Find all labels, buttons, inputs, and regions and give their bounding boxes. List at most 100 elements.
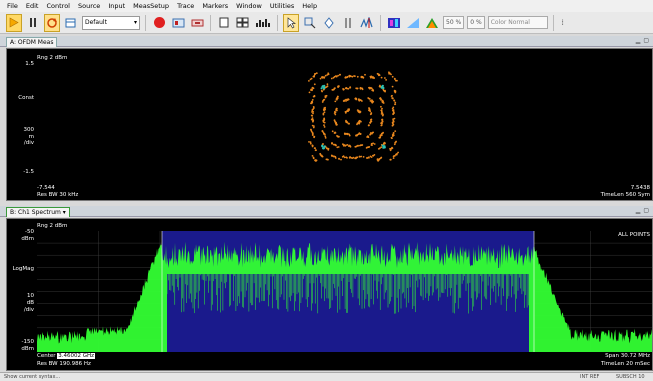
play-button[interactable]	[6, 14, 22, 32]
constellation-point	[377, 159, 379, 161]
constellation-point	[393, 99, 395, 101]
constellation-point	[351, 76, 353, 78]
pointer-tool-button[interactable]	[283, 14, 299, 32]
constellation-point	[356, 124, 358, 126]
menu-control[interactable]: Control	[42, 0, 74, 12]
window-b-y-bottom-unit: dBm	[7, 346, 34, 352]
layout-combo[interactable]: Default ▾	[82, 16, 140, 30]
playback-button[interactable]	[189, 14, 205, 32]
window-b-scale-unit: dB	[7, 300, 34, 306]
constellation-point	[323, 76, 325, 78]
restart-button[interactable]	[44, 14, 60, 32]
center-frequency[interactable]: Center 3.46002 GHz	[37, 353, 95, 359]
window-b-scale-value: 10	[7, 293, 34, 299]
intensity-field[interactable]: 50 %	[443, 16, 464, 29]
peak-search-button[interactable]	[359, 14, 375, 32]
constellation-point	[321, 155, 323, 157]
window-a-controls: ▁ ▢	[636, 37, 649, 44]
spectrum-plot[interactable]: Rng 2 dBm -50 dBm LogMag 10 dB /div -150…	[6, 218, 653, 371]
constellation-point	[395, 80, 397, 82]
constellation-point	[378, 74, 380, 76]
layout-combo-value: Default	[85, 19, 107, 26]
tile-windows-button[interactable]	[235, 14, 251, 32]
constellation-point	[392, 108, 394, 110]
menu-help[interactable]: Help	[298, 0, 321, 12]
zoom-tool-button[interactable]	[302, 14, 318, 32]
constellation-point	[381, 77, 383, 79]
constellation-point	[324, 136, 326, 138]
constellation-point	[333, 156, 335, 158]
constellation-plot[interactable]: Rng 2 dBm 1.5 Const 300 m /div -1.5 -7.5…	[6, 48, 653, 201]
persistence-field[interactable]: 0 %	[467, 16, 484, 29]
constellation-point	[360, 87, 362, 89]
menu-source[interactable]: Source	[74, 0, 104, 12]
window-a-range-label: Rng 2 dBm	[37, 55, 67, 61]
constellation-point	[370, 112, 372, 114]
menu-meassetup[interactable]: MeasSetup	[129, 0, 173, 12]
pilot-point	[382, 147, 384, 149]
constellation-point	[393, 132, 395, 134]
constellation-point	[360, 133, 362, 135]
record-icon	[154, 17, 165, 28]
band-marker-icon	[343, 17, 353, 29]
menu-trace[interactable]: Trace	[173, 0, 198, 12]
menu-edit[interactable]: Edit	[22, 0, 43, 12]
maximize-icon[interactable]: ▢	[643, 207, 649, 214]
toolbar-overflow-button[interactable]: ⁞	[559, 14, 567, 32]
constellation-point	[392, 120, 394, 122]
constellation-point	[322, 143, 324, 145]
center-value-field[interactable]: 3.46002 GHz	[57, 353, 95, 359]
zoom-box-icon	[304, 17, 316, 29]
constellation-point	[359, 99, 361, 101]
trace-layout-button[interactable]	[254, 14, 272, 32]
spectrogram-button[interactable]	[386, 14, 402, 32]
constellation-point	[333, 144, 335, 146]
constellation-point	[391, 95, 393, 97]
constellation-point	[394, 103, 396, 105]
constellation-point	[359, 145, 361, 147]
chevron-down-icon[interactable]: ▾	[63, 209, 66, 216]
persistence-button[interactable]	[424, 14, 440, 32]
constellation-point	[369, 110, 371, 112]
constellation-point	[348, 108, 350, 110]
preset-layout-button[interactable]	[63, 14, 79, 32]
window-a-tab[interactable]: A: OFDM Meas	[6, 37, 57, 47]
marker-tool-button[interactable]	[321, 14, 337, 32]
constellation-point	[313, 106, 315, 108]
trace-color-button[interactable]	[405, 14, 421, 32]
constellation-point	[364, 74, 366, 76]
record-button[interactable]	[151, 14, 167, 32]
pause-button[interactable]	[25, 14, 41, 32]
menu-input[interactable]: Input	[104, 0, 129, 12]
constellation-point	[331, 155, 333, 157]
constellation-point	[334, 101, 336, 103]
window-layout-button[interactable]	[216, 14, 232, 32]
maximize-icon[interactable]: ▢	[643, 37, 649, 44]
constellation-point	[313, 125, 315, 127]
menu-file[interactable]: File	[3, 0, 22, 12]
window-b-tab[interactable]: B: Ch1 Spectrum ▾	[6, 207, 70, 217]
recording-file-button[interactable]	[170, 14, 186, 32]
menu-window[interactable]: Window	[232, 0, 266, 12]
constellation-point	[394, 142, 396, 144]
minimize-icon[interactable]: ▁	[636, 207, 641, 214]
constellation-point	[392, 134, 394, 136]
window-b-titlebar: B: Ch1 Spectrum ▾ ▁ ▢	[0, 206, 653, 217]
constellation-point	[349, 135, 351, 137]
constellation-point	[339, 74, 341, 76]
constellation-point	[371, 144, 373, 146]
menu-utilities[interactable]: Utilities	[266, 0, 298, 12]
tile-windows-icon	[236, 17, 250, 28]
constellation-point	[374, 143, 376, 145]
band-marker-button[interactable]	[340, 14, 356, 32]
status-ref-indicator: INT REF	[580, 373, 599, 381]
pilot-point	[323, 147, 325, 149]
minimize-icon[interactable]: ▁	[636, 37, 641, 44]
constellation-point	[368, 124, 370, 126]
constellation-point	[358, 99, 360, 101]
constellation-point	[323, 107, 325, 109]
constellation-point	[311, 78, 313, 80]
menu-markers[interactable]: Markers	[198, 0, 232, 12]
constellation-point	[308, 141, 310, 143]
color-mode-field[interactable]: Color Normal	[488, 16, 548, 29]
